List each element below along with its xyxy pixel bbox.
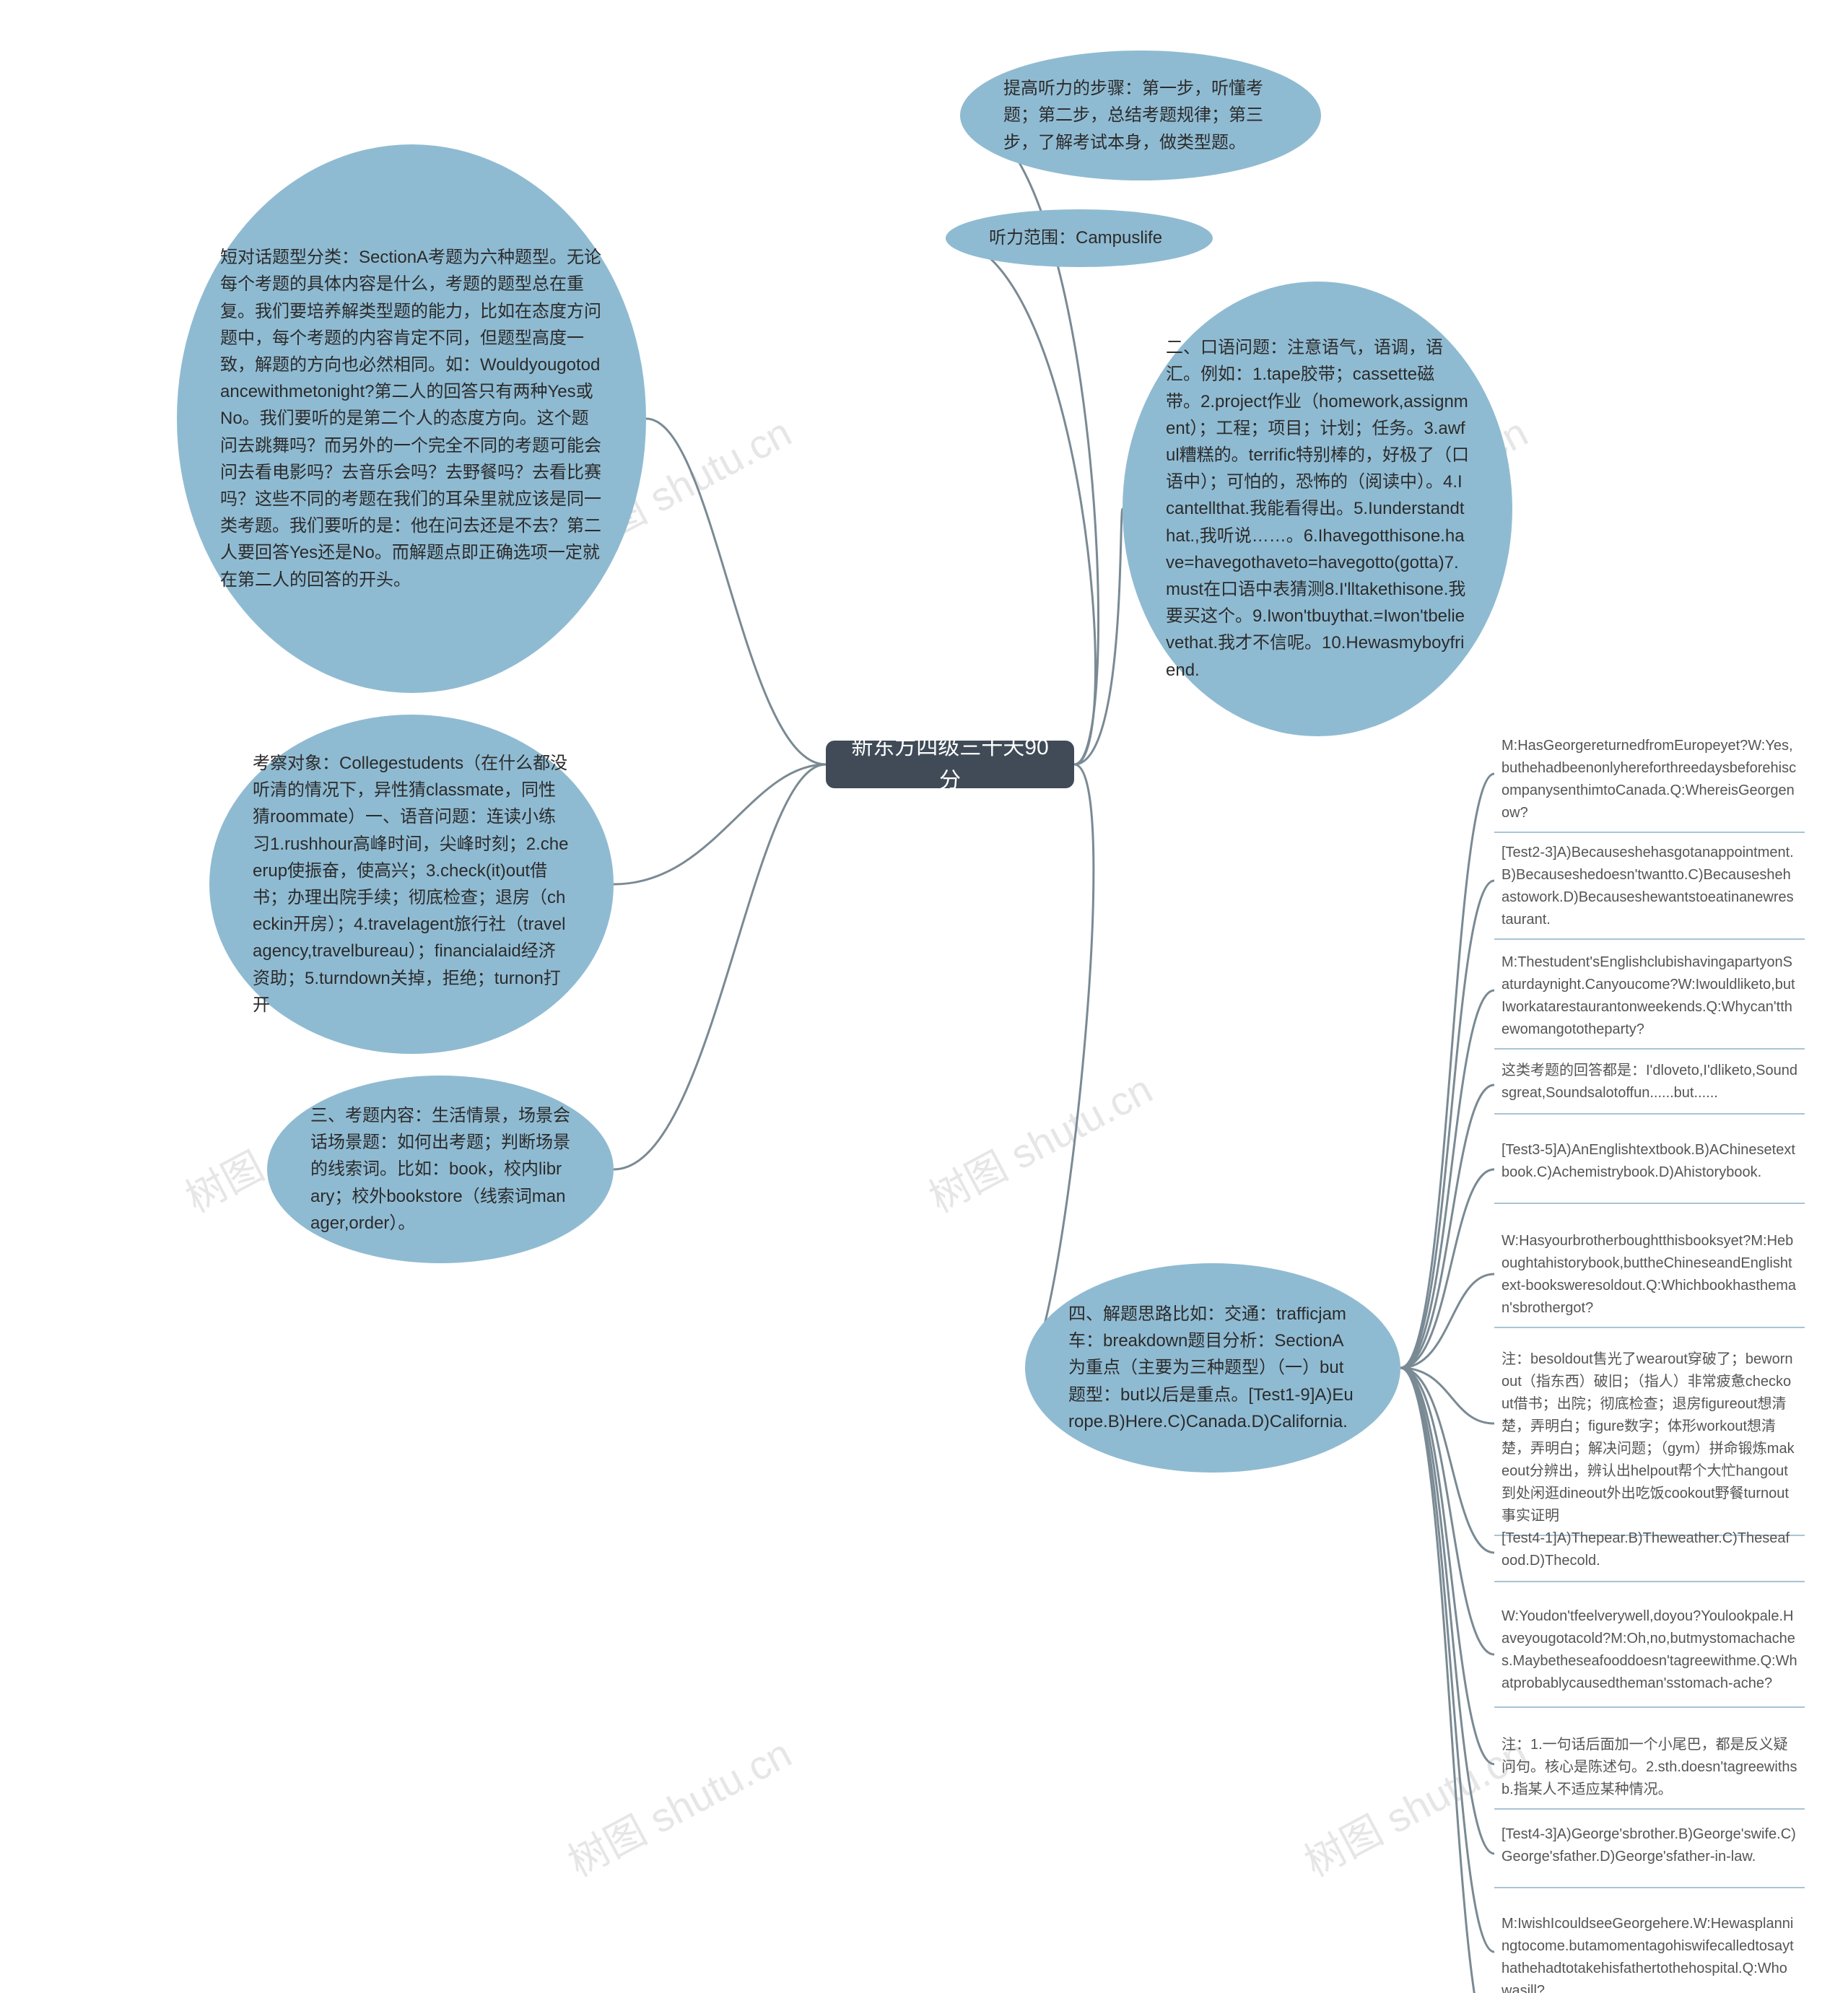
leaf-text: [Test4-3]A)George'sbrother.B)George'swif…: [1502, 1823, 1797, 1868]
mindmap-bubble-r1[interactable]: 提高听力的步骤：第一步，听懂考题；第二步，总结考题规律；第三步，了解考试本身，做…: [960, 51, 1321, 180]
edge-r4-lf8: [1400, 1368, 1494, 1553]
edge-root-left1: [646, 419, 826, 764]
leaf-text: M:IwishIcouldseeGeorgehere.W:Hewasplanni…: [1502, 1913, 1797, 1993]
edge-r4-lf2: [1400, 881, 1494, 1368]
mindmap-leaf-lf4[interactable]: 这类考题的回答都是：I'dloveto,I'dliketo,Soundsgrea…: [1494, 1055, 1805, 1115]
edge-root-r4: [1025, 764, 1094, 1368]
edge-r4-lf13: [1400, 1368, 1494, 1993]
edge-r4-lf12: [1400, 1368, 1494, 1952]
bubble-text: 三、考题内容：生活情景，场景会话场景题：如何出考题；判断场景的线索词。比如：bo…: [310, 1102, 570, 1237]
mindmap-leaf-lf1[interactable]: M:HasGeorgereturnedfromEuropeyet?W:Yes,b…: [1494, 731, 1805, 833]
leaf-text: M:HasGeorgereturnedfromEuropeyet?W:Yes,b…: [1502, 735, 1797, 824]
leaf-text: 注：1.一句话后面加一个小尾巴，都是反义疑问句。核心是陈述句。2.sth.doe…: [1502, 1734, 1797, 1801]
bubble-text: 考察对象：Collegestudents（在什么都没听清的情况下，异性猜clas…: [253, 750, 570, 1019]
edge-r4-lf3: [1400, 990, 1494, 1368]
watermark-3: 树图 shutu.cn: [918, 1057, 1161, 1224]
mindmap-leaf-lf11[interactable]: [Test4-3]A)George'sbrother.B)George'swif…: [1494, 1819, 1805, 1888]
edge-r4-lf6: [1400, 1274, 1494, 1368]
mindmap-leaf-lf8[interactable]: [Test4-1]A)Thepear.B)Theweather.C)Thesea…: [1494, 1523, 1805, 1582]
edge-r4-lf5: [1400, 1169, 1494, 1368]
edge-r4-lf11: [1400, 1368, 1494, 1854]
mindmap-bubble-r2[interactable]: 听力范围：Campuslife: [946, 209, 1213, 267]
edge-root-left3: [614, 764, 826, 1169]
bubble-text: 四、解题思路比如：交通：trafficjam车：breakdown题目分析：Se…: [1068, 1301, 1357, 1435]
bubble-text: 提高听力的步骤：第一步，听懂考题；第二步，总结考题规律；第三步，了解考试本身，做…: [1003, 75, 1278, 156]
mindmap-bubble-left1[interactable]: 短对话题型分类：SectionA考题为六种题型。无论每个考题的具体内容是什么，考…: [177, 144, 646, 693]
bubble-text: 短对话题型分类：SectionA考题为六种题型。无论每个考题的具体内容是什么，考…: [220, 244, 603, 593]
edge-r4-lf4: [1400, 1085, 1494, 1368]
mindmap-leaf-lf5[interactable]: [Test3-5]A)AnEnglishtextbook.B)AChineset…: [1494, 1135, 1805, 1204]
mindmap-leaf-lf6[interactable]: W:Hasyourbrotherboughtthisbooksyet?M:Heb…: [1494, 1226, 1805, 1328]
edge-r4-lf10: [1400, 1368, 1494, 1764]
mindmap-leaf-lf12[interactable]: M:IwishIcouldseeGeorgehere.W:Hewasplanni…: [1494, 1909, 1805, 1993]
bubble-text: 听力范围：Campuslife: [989, 224, 1169, 251]
edge-root-r3: [1074, 509, 1123, 764]
mindmap-leaf-lf10[interactable]: 注：1.一句话后面加一个小尾巴，都是反义疑问句。核心是陈述句。2.sth.doe…: [1494, 1730, 1805, 1810]
mindmap-root-node[interactable]: 新东方四级三十天90分: [826, 741, 1074, 788]
leaf-text: [Test3-5]A)AnEnglishtextbook.B)AChineset…: [1502, 1139, 1797, 1184]
mindmap-leaf-lf3[interactable]: M:Thestudent'sEnglishclubishavingapartyo…: [1494, 947, 1805, 1050]
mindmap-bubble-left3[interactable]: 三、考题内容：生活情景，场景会话场景题：如何出考题；判断场景的线索词。比如：bo…: [267, 1076, 614, 1263]
edge-root-r2: [946, 238, 1095, 764]
mindmap-leaf-lf9[interactable]: W:Youdon'tfeelverywell,doyou?Youlookpale…: [1494, 1601, 1805, 1708]
mindmap-bubble-r3[interactable]: 二、口语问题：注意语气，语调，语汇。例如：1.tape胶带；cassette磁带…: [1123, 282, 1512, 736]
leaf-text: M:Thestudent'sEnglishclubishavingapartyo…: [1502, 951, 1797, 1041]
leaf-text: [Test2-3]A)Becauseshehasgotanappointment…: [1502, 842, 1797, 931]
mindmap-leaf-lf2[interactable]: [Test2-3]A)Becauseshehasgotanappointment…: [1494, 837, 1805, 940]
leaf-text: [Test4-1]A)Thepear.B)Theweather.C)Thesea…: [1502, 1527, 1797, 1572]
edge-r4-lf9: [1400, 1368, 1494, 1654]
leaf-text: 注：besoldout售光了wearout穿破了；bewornout（指东西）破…: [1502, 1348, 1797, 1527]
watermark-4: 树图 shutu.cn: [557, 1722, 801, 1888]
edge-r4-lf7: [1400, 1368, 1494, 1423]
edge-root-left2: [614, 764, 826, 884]
bubble-text: 二、口语问题：注意语气，语调，语汇。例如：1.tape胶带；cassette磁带…: [1166, 334, 1469, 683]
root-label: 新东方四级三十天90分: [846, 731, 1054, 798]
mindmap-leaf-lf7[interactable]: 注：besoldout售光了wearout穿破了；bewornout（指东西）破…: [1494, 1344, 1805, 1536]
leaf-text: 这类考题的回答都是：I'dloveto,I'dliketo,Soundsgrea…: [1502, 1060, 1797, 1104]
leaf-text: W:Youdon'tfeelverywell,doyou?Youlookpale…: [1502, 1605, 1797, 1695]
edge-r4-lf1: [1400, 774, 1494, 1368]
mindmap-bubble-r4[interactable]: 四、解题思路比如：交通：trafficjam车：breakdown题目分析：Se…: [1025, 1263, 1400, 1473]
mindmap-bubble-left2[interactable]: 考察对象：Collegestudents（在什么都没听清的情况下，异性猜clas…: [209, 715, 614, 1054]
leaf-text: W:Hasyourbrotherboughtthisbooksyet?M:Heb…: [1502, 1230, 1797, 1320]
